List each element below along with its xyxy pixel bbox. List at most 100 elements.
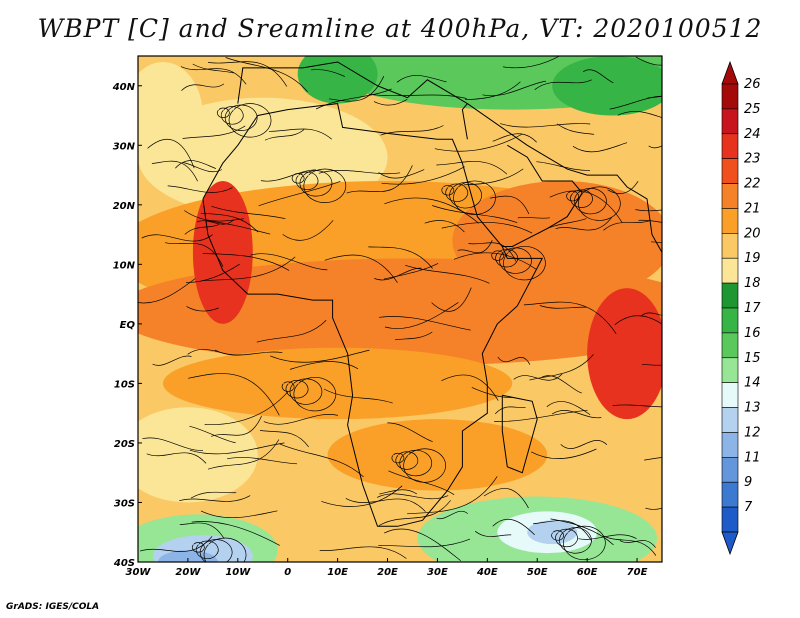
streamline bbox=[495, 249, 518, 268]
colorbar-label: 20 bbox=[744, 226, 761, 241]
colorbar-label: 12 bbox=[744, 425, 761, 440]
streamline bbox=[368, 93, 467, 99]
streamline bbox=[572, 142, 628, 153]
streamline bbox=[319, 546, 407, 559]
streamline bbox=[578, 534, 637, 540]
streamline bbox=[250, 253, 328, 271]
streamline bbox=[200, 212, 259, 233]
colorbar-swatch bbox=[721, 183, 739, 209]
y-tick-label: 10N bbox=[113, 260, 136, 271]
streamline bbox=[395, 451, 419, 470]
colorbar-label: 9 bbox=[744, 475, 752, 490]
colorbar-top-arrow bbox=[721, 60, 739, 85]
streamline bbox=[403, 448, 446, 483]
streamline bbox=[368, 246, 433, 269]
streamline bbox=[379, 316, 471, 331]
streamline bbox=[494, 406, 526, 415]
streamline bbox=[191, 521, 280, 546]
streamline bbox=[555, 528, 578, 548]
chart-title: WBPT [C] and Sreamline at 400hPa, VT: 20… bbox=[37, 14, 763, 43]
colorbar-label: 23 bbox=[744, 152, 761, 167]
colorbar-swatch bbox=[721, 208, 739, 234]
streamline bbox=[529, 354, 594, 381]
streamline bbox=[270, 349, 370, 363]
streamline bbox=[602, 535, 657, 556]
colorbar-swatch bbox=[721, 83, 739, 110]
streamline bbox=[441, 185, 455, 196]
streamline bbox=[534, 79, 592, 90]
streamline bbox=[204, 391, 289, 426]
streamline bbox=[214, 349, 283, 356]
streamline bbox=[614, 315, 662, 326]
colorbar-label: 19 bbox=[744, 251, 761, 266]
streamline bbox=[142, 437, 203, 451]
streamline bbox=[424, 220, 465, 233]
colorbar-bottom-arrow bbox=[721, 531, 739, 556]
streamline bbox=[503, 245, 546, 281]
streamline bbox=[138, 278, 196, 304]
streamline bbox=[537, 218, 587, 234]
streamline bbox=[517, 217, 550, 219]
coastline-africa bbox=[202, 103, 544, 527]
streamline bbox=[441, 374, 499, 401]
streamline bbox=[208, 61, 288, 87]
colorbar-swatch bbox=[721, 457, 739, 483]
streamline bbox=[211, 205, 286, 220]
streamline bbox=[551, 410, 602, 419]
streamline bbox=[555, 217, 612, 231]
footer-credit: GrADS: IGES/COLA bbox=[6, 602, 100, 612]
streamline bbox=[378, 169, 425, 179]
streamline bbox=[279, 443, 364, 478]
streamline bbox=[436, 161, 508, 175]
streamline bbox=[471, 387, 515, 398]
streamline bbox=[532, 520, 593, 542]
streamline bbox=[453, 252, 537, 270]
streamline bbox=[206, 220, 271, 235]
colorbar: 26 25 24 23 22 21 20 19 18 17 16 15 14 13 12 11 9 7 bbox=[721, 60, 761, 556]
coastline-madagascar bbox=[501, 394, 538, 474]
green-region-northeast bbox=[552, 56, 662, 116]
streamline bbox=[635, 209, 662, 212]
hot-region-west-africa bbox=[192, 181, 253, 324]
streamline bbox=[321, 485, 403, 507]
colorbar-label: 25 bbox=[744, 102, 761, 117]
streamline bbox=[551, 530, 564, 541]
streamline bbox=[483, 488, 529, 509]
streamline bbox=[201, 256, 296, 282]
streamline bbox=[311, 69, 345, 77]
colorbar-label: 18 bbox=[744, 276, 761, 291]
streamline bbox=[383, 263, 439, 280]
colorbar-swatch bbox=[721, 357, 739, 383]
streamline bbox=[541, 375, 582, 394]
streamline bbox=[492, 518, 535, 536]
streamline bbox=[256, 320, 327, 343]
blue-region-southeast bbox=[527, 520, 578, 545]
streamline bbox=[220, 106, 244, 125]
streamline bbox=[151, 160, 198, 182]
streamline bbox=[523, 301, 617, 334]
streamline bbox=[191, 542, 205, 553]
colorbar-swatch bbox=[721, 233, 739, 259]
streamline bbox=[146, 452, 207, 464]
streamline bbox=[482, 80, 546, 97]
streamline bbox=[384, 197, 480, 224]
streamline bbox=[182, 125, 246, 139]
streamline bbox=[644, 457, 662, 461]
streamline bbox=[184, 210, 245, 222]
coastline-europe bbox=[237, 61, 468, 105]
warm-region-southern-africa bbox=[327, 419, 548, 491]
streamline bbox=[578, 186, 621, 221]
streamline bbox=[617, 111, 662, 118]
streamline bbox=[531, 448, 597, 459]
streamline bbox=[259, 430, 309, 448]
streamline bbox=[258, 180, 341, 207]
x-tick-label: 10E bbox=[327, 567, 348, 578]
streamline bbox=[378, 500, 451, 527]
streamline bbox=[147, 139, 195, 169]
streamline bbox=[192, 63, 234, 74]
streamline bbox=[607, 181, 639, 195]
streamline bbox=[291, 173, 305, 184]
pale-region-south-atlantic bbox=[138, 407, 258, 503]
x-tick-label: 30E bbox=[427, 567, 448, 578]
streamline bbox=[228, 103, 272, 138]
